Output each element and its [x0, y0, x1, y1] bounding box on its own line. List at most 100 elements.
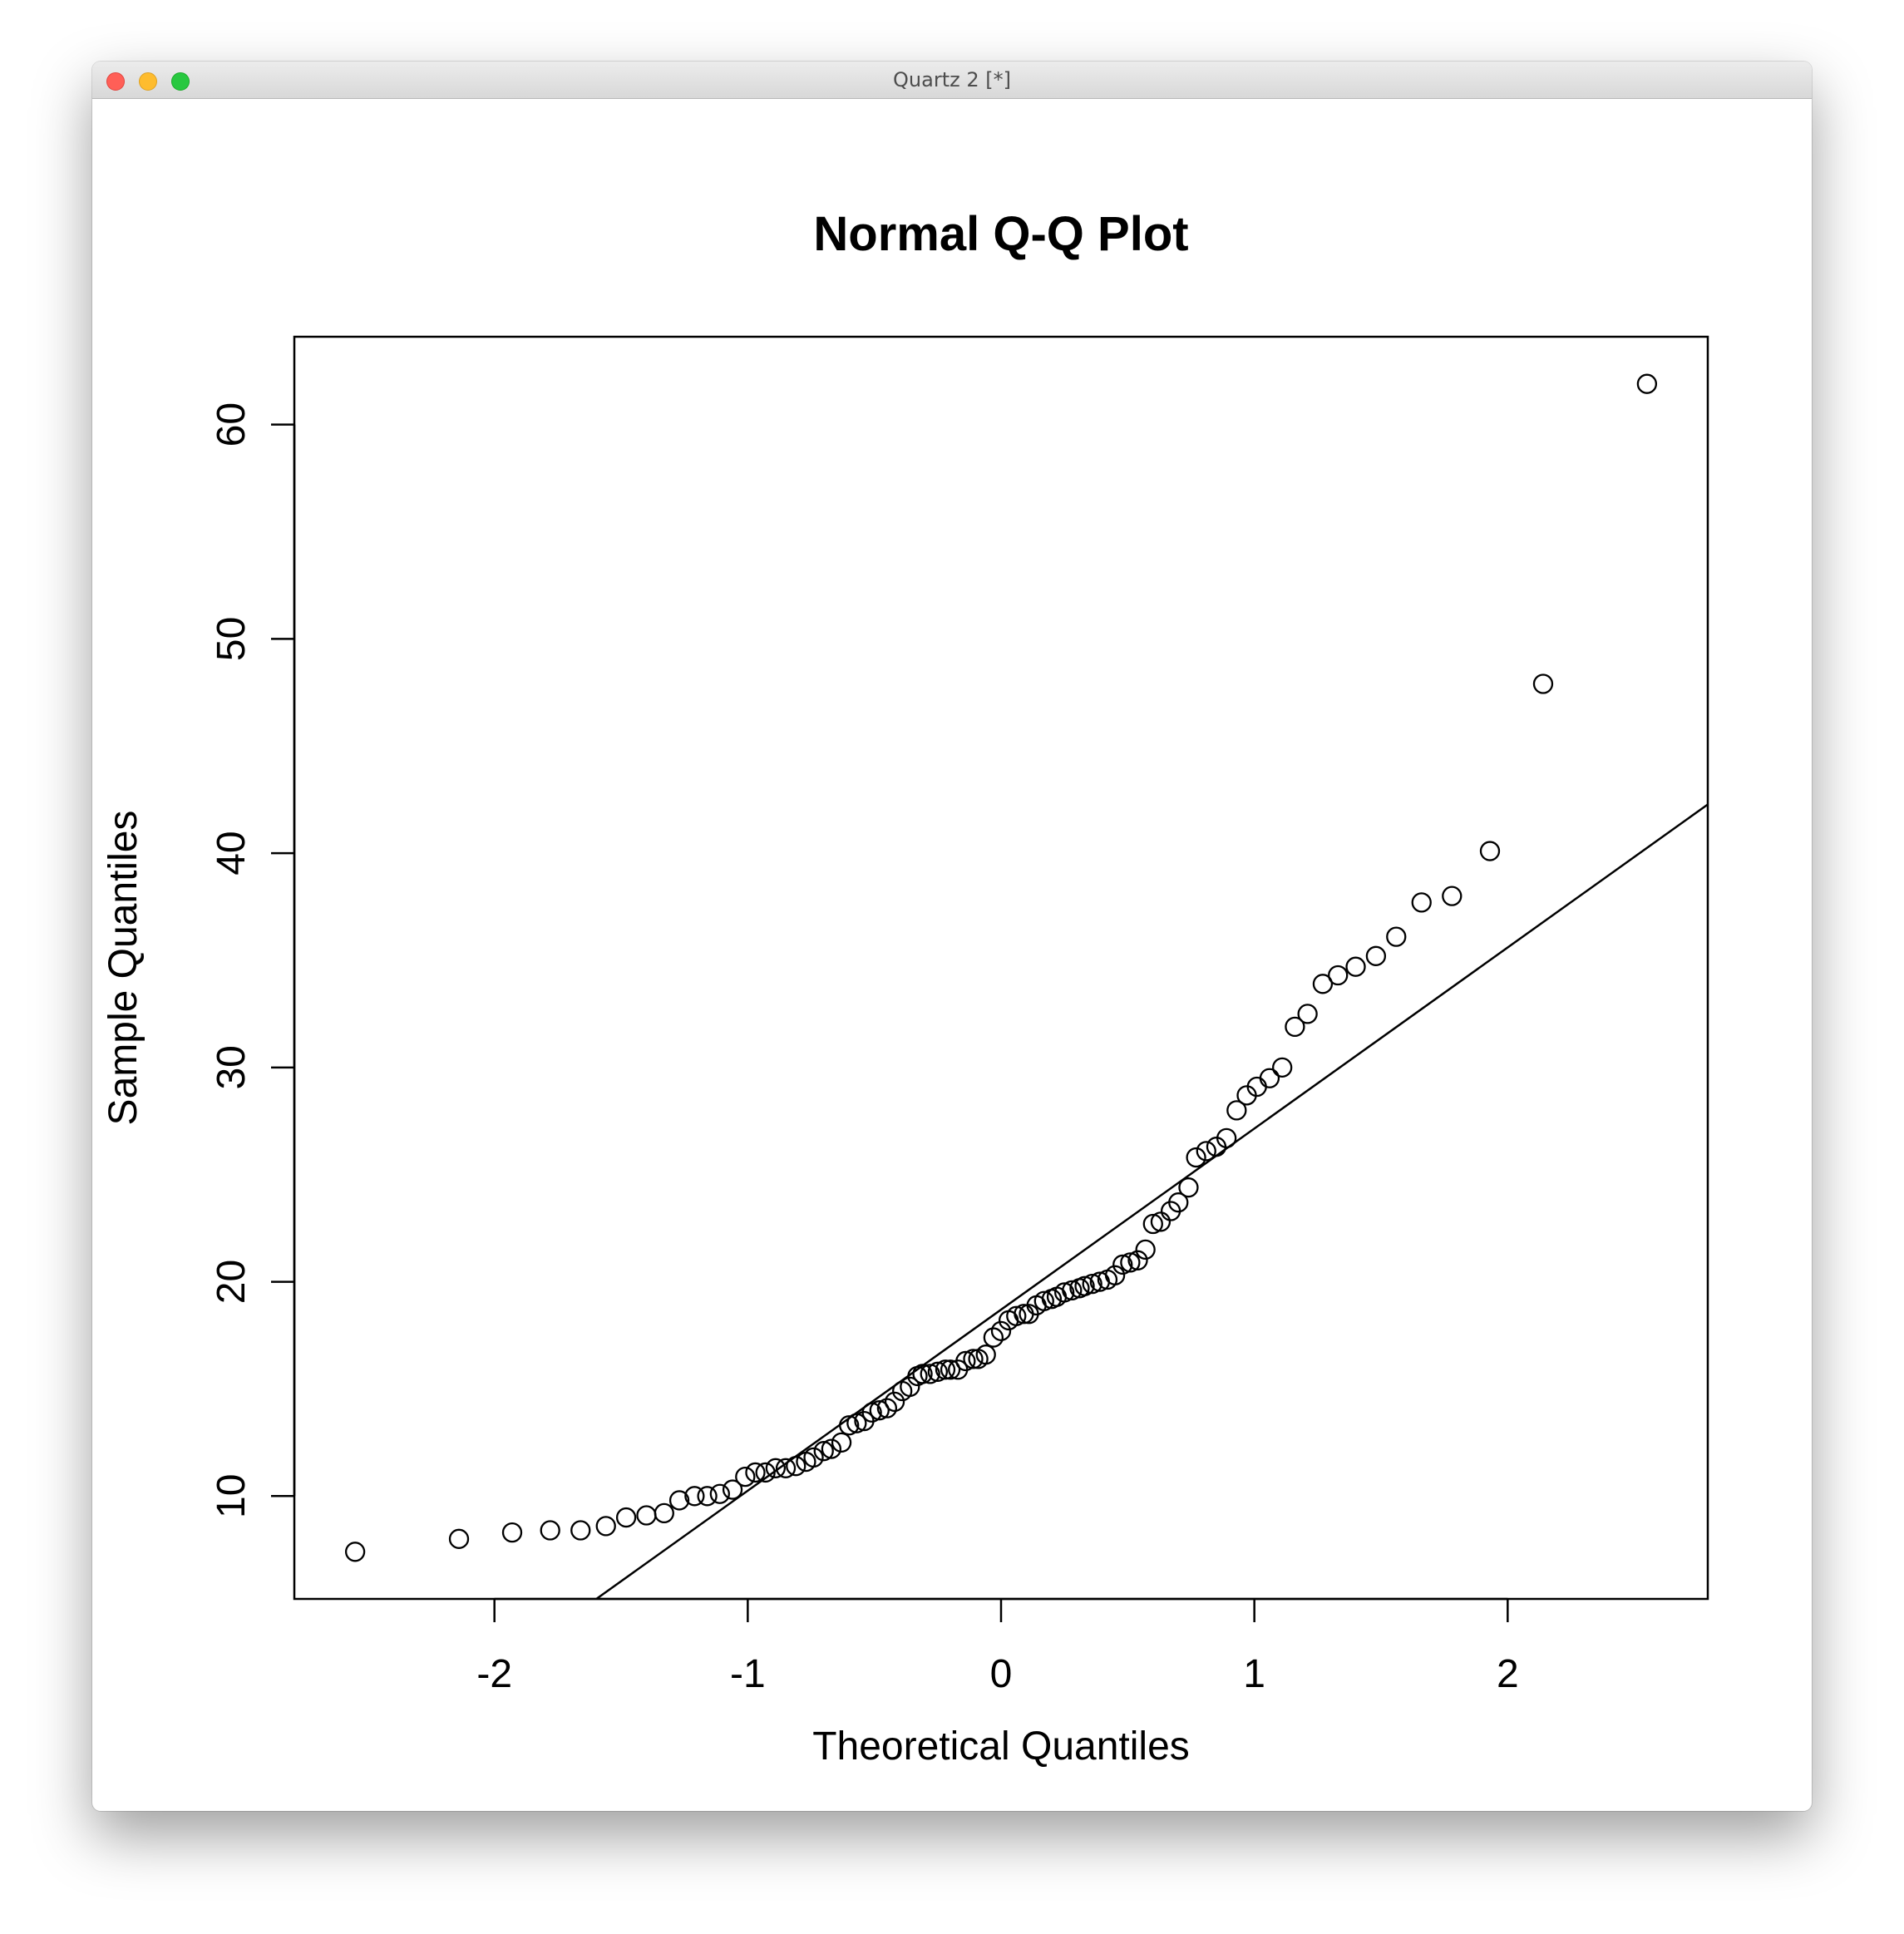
qq-plot: Normal Q-Q Plot -2 -1 0 1 2 10 20 30 40 50 60 The… [101, 207, 1709, 1769]
data-point [920, 1364, 940, 1384]
qq-reference-line [595, 803, 1709, 1601]
data-point [990, 1320, 1012, 1341]
data-point [1135, 1239, 1156, 1261]
data-point [813, 1441, 834, 1462]
data-point [1112, 1254, 1133, 1275]
data-point [927, 1361, 948, 1382]
y-tick-label: 60 [210, 402, 254, 446]
minimize-window-button[interactable] [139, 72, 157, 91]
data-point [684, 1486, 705, 1507]
data-point [1365, 945, 1387, 966]
data-point [1345, 956, 1366, 977]
y-axis-label: Sample Quantiles [101, 811, 146, 1126]
data-point [1074, 1275, 1095, 1296]
data-point [1259, 1068, 1280, 1088]
data-point [861, 1402, 882, 1423]
data-point [1328, 965, 1349, 986]
data-point [1532, 673, 1554, 694]
data-point [876, 1398, 898, 1418]
data-point [1216, 1127, 1237, 1149]
data-point [775, 1458, 797, 1478]
data-point [1082, 1273, 1102, 1295]
plot-frame [293, 335, 1709, 1601]
x-tick-label: 1 [1243, 1652, 1265, 1696]
x-axis: -2 -1 0 1 2 [476, 1597, 1519, 1696]
data-point [1142, 1213, 1163, 1235]
data-point [821, 1438, 842, 1459]
data-points [344, 373, 1658, 1562]
data-point [1054, 1282, 1075, 1303]
data-point [1312, 974, 1334, 994]
data-point [1150, 1211, 1172, 1232]
data-point [570, 1520, 591, 1541]
plot-area: Normal Q-Q Plot -2 -1 0 1 2 10 20 30 40 50 60 The… [92, 99, 1812, 1811]
y-tick-label: 20 [210, 1260, 254, 1304]
data-point [1062, 1280, 1083, 1301]
plot-window: Quartz 2 [*] Normal Q-Q Plot -2 -1 0 1 2 10 2… [92, 62, 1812, 1811]
data-point [636, 1505, 657, 1526]
x-tick-label: 0 [990, 1652, 1013, 1696]
data-point [344, 1542, 366, 1562]
data-point [935, 1359, 956, 1380]
data-point [1178, 1177, 1199, 1198]
x-tick-label: -2 [476, 1652, 512, 1696]
close-window-button[interactable] [106, 72, 125, 91]
y-tick-label: 50 [210, 617, 254, 661]
data-point [709, 1483, 730, 1504]
data-point [884, 1391, 905, 1413]
x-tick-label: 2 [1497, 1652, 1519, 1696]
data-point [1168, 1192, 1189, 1213]
data-point [1386, 926, 1407, 947]
data-point [722, 1479, 743, 1500]
data-point [501, 1522, 523, 1543]
data-point [1186, 1147, 1206, 1168]
data-point [1442, 886, 1463, 906]
data-point [1127, 1250, 1148, 1270]
data-point [745, 1462, 766, 1483]
data-point [755, 1462, 776, 1483]
zoom-window-button[interactable] [171, 72, 190, 91]
chart-title: Normal Q-Q Plot [813, 207, 1188, 261]
data-point [786, 1456, 806, 1477]
title-bar[interactable]: Quartz 2 [*] [92, 62, 1812, 99]
data-point [846, 1413, 867, 1433]
data-point [765, 1458, 787, 1478]
data-point [839, 1415, 860, 1436]
data-point [1479, 841, 1501, 861]
x-axis-label: Theoretical Quantiles [812, 1724, 1190, 1769]
y-tick-label: 40 [210, 831, 254, 875]
data-point [697, 1486, 718, 1507]
data-point [448, 1528, 470, 1549]
data-point [1272, 1057, 1293, 1078]
data-point [1120, 1252, 1141, 1273]
y-tick-label: 10 [210, 1474, 254, 1518]
data-point [540, 1520, 560, 1541]
data-point [668, 1490, 690, 1511]
data-point [615, 1507, 637, 1528]
data-point [1285, 1016, 1305, 1038]
data-point [1297, 1004, 1318, 1024]
data-point [983, 1327, 1004, 1348]
data-point [912, 1364, 933, 1384]
y-axis: 10 20 30 40 50 60 [210, 402, 296, 1518]
data-point [1033, 1290, 1054, 1311]
y-tick-label: 30 [210, 1045, 254, 1089]
data-point [1226, 1100, 1247, 1121]
data-point [940, 1359, 961, 1380]
data-point [595, 1516, 616, 1537]
data-point [831, 1432, 852, 1453]
data-point [1104, 1265, 1126, 1285]
data-point [955, 1350, 976, 1372]
data-point [975, 1344, 996, 1365]
data-point [1006, 1305, 1027, 1326]
data-point [1636, 373, 1658, 394]
data-point [1196, 1141, 1216, 1162]
data-point [803, 1447, 824, 1468]
data-point [900, 1376, 920, 1398]
x-tick-label: -1 [730, 1652, 766, 1696]
window-title: Quartz 2 [*] [893, 68, 1011, 91]
data-point [654, 1502, 674, 1524]
data-point [735, 1466, 756, 1488]
data-point [963, 1349, 984, 1369]
data-point [869, 1400, 890, 1421]
